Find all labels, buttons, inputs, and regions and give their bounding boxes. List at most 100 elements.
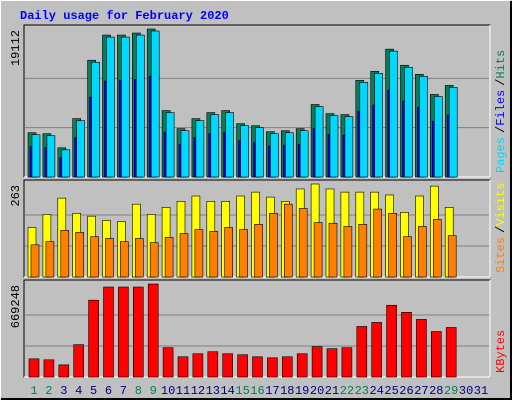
bar	[341, 347, 353, 378]
bar	[386, 304, 397, 378]
bar	[359, 82, 369, 178]
bar	[194, 229, 204, 278]
bar	[432, 219, 442, 278]
x-tick-label: 14	[220, 384, 234, 398]
bar	[165, 112, 175, 178]
legend-label: Files	[494, 90, 508, 126]
legend-separator: /	[494, 226, 508, 233]
bar	[237, 354, 248, 378]
bar	[60, 230, 70, 278]
x-tick-label: 7	[120, 384, 127, 398]
bar	[120, 241, 129, 278]
x-tick-label: 3	[60, 384, 67, 398]
y-tick-label: 263	[9, 185, 23, 207]
bar	[180, 130, 190, 178]
bar	[403, 236, 412, 278]
bar	[419, 76, 428, 178]
bar	[389, 50, 398, 178]
bar	[133, 286, 144, 378]
x-tick-label: 29	[444, 384, 458, 398]
bar	[195, 120, 205, 178]
x-tick-label: 30	[459, 384, 473, 398]
bar	[103, 286, 114, 378]
bar	[448, 87, 458, 178]
x-tick-label: 28	[429, 384, 443, 398]
bar	[136, 34, 145, 178]
bar	[430, 331, 442, 378]
x-tick-label: 4	[75, 384, 82, 398]
bar	[46, 135, 56, 178]
x-tick-label: 31	[474, 384, 488, 398]
bar	[371, 322, 383, 378]
bar	[328, 222, 338, 278]
bar	[418, 226, 427, 278]
legend: KBytes	[494, 330, 508, 373]
bar	[224, 227, 233, 278]
bar	[210, 114, 220, 178]
x-tick-label: 18	[280, 384, 294, 398]
bar	[373, 208, 383, 278]
x-tick-label: 5	[90, 384, 97, 398]
bar	[296, 353, 308, 378]
x-tick-label: 20	[310, 384, 324, 398]
legend-separator: /	[494, 126, 508, 133]
x-tick-label: 23	[355, 384, 369, 398]
bar	[91, 61, 100, 178]
bar	[269, 213, 278, 278]
bar	[73, 344, 84, 378]
legend-label: Visits	[494, 183, 508, 226]
chart-title: Daily usage for February 2020	[20, 9, 229, 23]
bar	[299, 130, 309, 178]
bar	[149, 242, 159, 278]
x-tick-label: 1	[30, 384, 37, 398]
legend-separator: /	[494, 79, 508, 86]
bar	[45, 241, 55, 278]
bar	[147, 283, 159, 378]
bar	[240, 125, 249, 178]
x-tick-label: 2	[45, 384, 52, 398]
bar	[329, 115, 339, 178]
bar	[283, 203, 293, 278]
bar	[255, 127, 264, 178]
bar	[207, 351, 219, 378]
bar	[75, 232, 84, 278]
x-tick-label: 13	[206, 384, 220, 398]
bar	[225, 112, 234, 178]
x-tick-label: 19	[295, 384, 309, 398]
bar	[326, 348, 338, 378]
bar	[284, 132, 294, 178]
x-tick-label: 17	[265, 384, 279, 398]
bar	[239, 229, 248, 278]
bar	[43, 359, 55, 378]
x-tick-label: 15	[235, 384, 249, 398]
bar	[164, 237, 174, 278]
bar	[252, 356, 263, 378]
x-tick-label: 12	[191, 384, 205, 398]
x-tick-label: 22	[340, 384, 354, 398]
bar	[270, 133, 279, 178]
legend: Pages/Files/Hits	[494, 50, 508, 173]
bar	[30, 244, 40, 278]
bar	[192, 353, 204, 378]
bar	[374, 73, 384, 178]
x-tick-label: 26	[399, 384, 413, 398]
bar	[150, 30, 160, 178]
bar	[88, 299, 99, 378]
bar	[447, 235, 457, 278]
bar	[433, 96, 443, 178]
x-tick-label: 24	[369, 384, 383, 398]
bar	[311, 346, 323, 378]
bar	[298, 208, 308, 278]
x-tick-label: 10	[161, 384, 175, 398]
y-tick-label: 669248	[9, 285, 23, 328]
x-tick-label: 9	[150, 384, 157, 398]
x-tick-label: 21	[325, 384, 339, 398]
x-tick-label: 8	[135, 384, 142, 398]
x-tick-label: 25	[384, 384, 398, 398]
legend: Sites /Visits	[494, 183, 508, 273]
x-tick-label: 16	[250, 384, 264, 398]
bar	[344, 116, 354, 178]
legend-label: Hits	[494, 50, 508, 79]
